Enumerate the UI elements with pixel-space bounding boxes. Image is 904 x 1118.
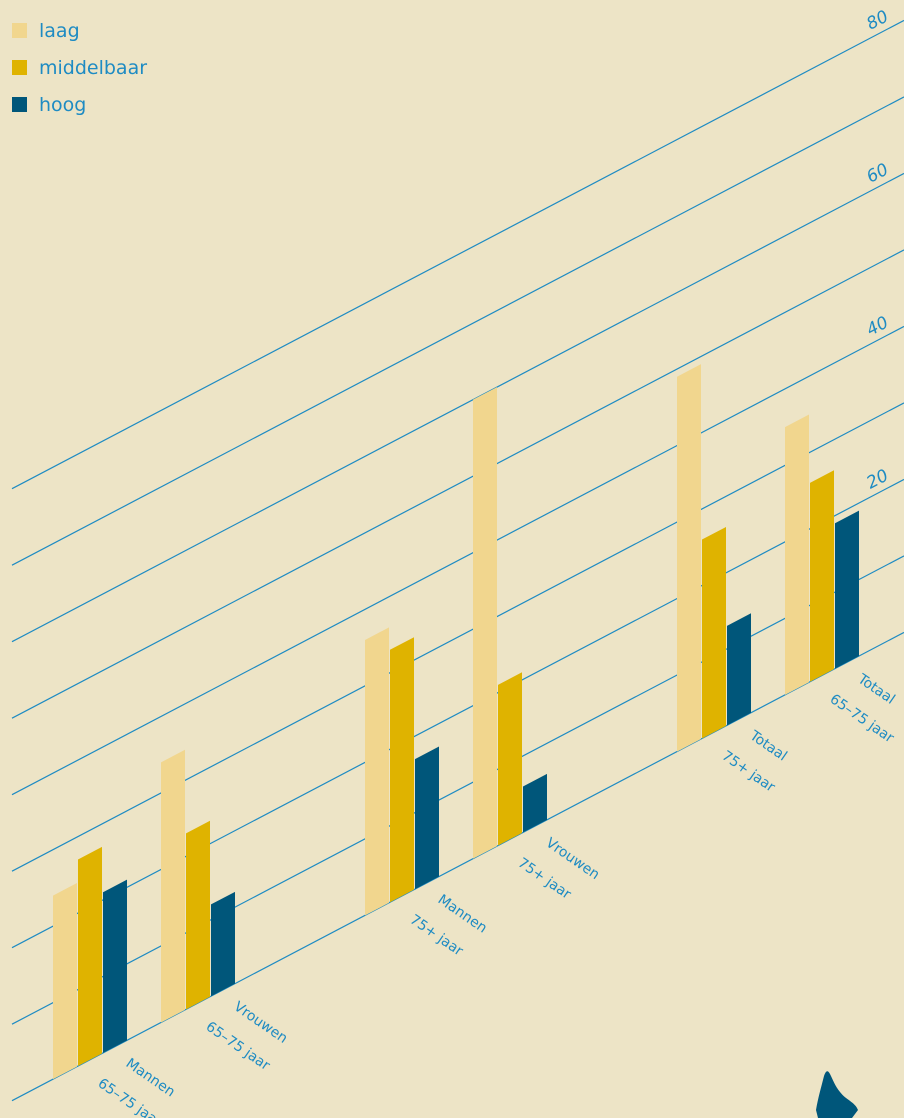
bar-laag-3 <box>473 387 497 859</box>
bar-hoog-4 <box>727 613 751 726</box>
gridline-50 <box>11 249 904 719</box>
y-tick-label-20: 20 <box>863 466 891 494</box>
bar-middelbaar-3 <box>498 672 522 846</box>
bar-hoog-2 <box>415 746 439 890</box>
legend-item-middelbaar: middelbaar <box>12 49 147 86</box>
bar-laag-1 <box>161 749 185 1023</box>
gridline-60 <box>11 172 904 643</box>
legend-item-laag: laag <box>12 12 147 49</box>
category-label-4-0: Totaal <box>746 727 790 764</box>
bar-middelbaar-5 <box>810 470 834 682</box>
bar-laag-2 <box>365 627 389 916</box>
bars <box>53 364 859 1080</box>
y-tick-label-40: 40 <box>863 313 891 341</box>
y-tick-labels: 20 40 60 80 <box>863 7 891 494</box>
legend-swatch-middelbaar <box>12 60 27 75</box>
legend: laag middelbaar hoog <box>12 12 147 123</box>
legend-item-hoog: hoog <box>12 86 147 123</box>
gridline-10 <box>11 555 904 1025</box>
gridline-20 <box>11 478 904 949</box>
bar-laag-0 <box>53 882 77 1080</box>
person-figure-icon <box>816 1071 858 1118</box>
legend-label-laag: laag <box>39 19 80 42</box>
gridline-30 <box>11 402 904 872</box>
bar-laag-4 <box>677 364 701 752</box>
gridline-70 <box>11 96 904 566</box>
bar-hoog-5 <box>835 510 859 669</box>
gridline-80 <box>11 19 904 490</box>
bar-middelbaar-2 <box>390 637 414 903</box>
legend-label-middelbaar: middelbaar <box>39 56 148 79</box>
bar-hoog-1 <box>211 891 235 997</box>
bar-middelbaar-4 <box>702 526 726 739</box>
bar-middelbaar-1 <box>186 820 210 1010</box>
bar-middelbaar-0 <box>78 846 102 1067</box>
bar-laag-5 <box>785 414 809 695</box>
category-label-5-0: Totaal <box>854 671 898 708</box>
gridlines <box>11 19 904 1102</box>
y-tick-label-60: 60 <box>863 160 891 188</box>
legend-label-hoog: hoog <box>39 93 87 116</box>
legend-swatch-laag <box>12 23 27 38</box>
bar-hoog-3 <box>523 773 547 833</box>
legend-swatch-hoog <box>12 97 27 112</box>
y-tick-label-80: 80 <box>863 7 891 35</box>
gridline-40 <box>11 325 904 796</box>
gridline-0 <box>11 631 904 1102</box>
bar-hoog-0 <box>103 879 127 1053</box>
